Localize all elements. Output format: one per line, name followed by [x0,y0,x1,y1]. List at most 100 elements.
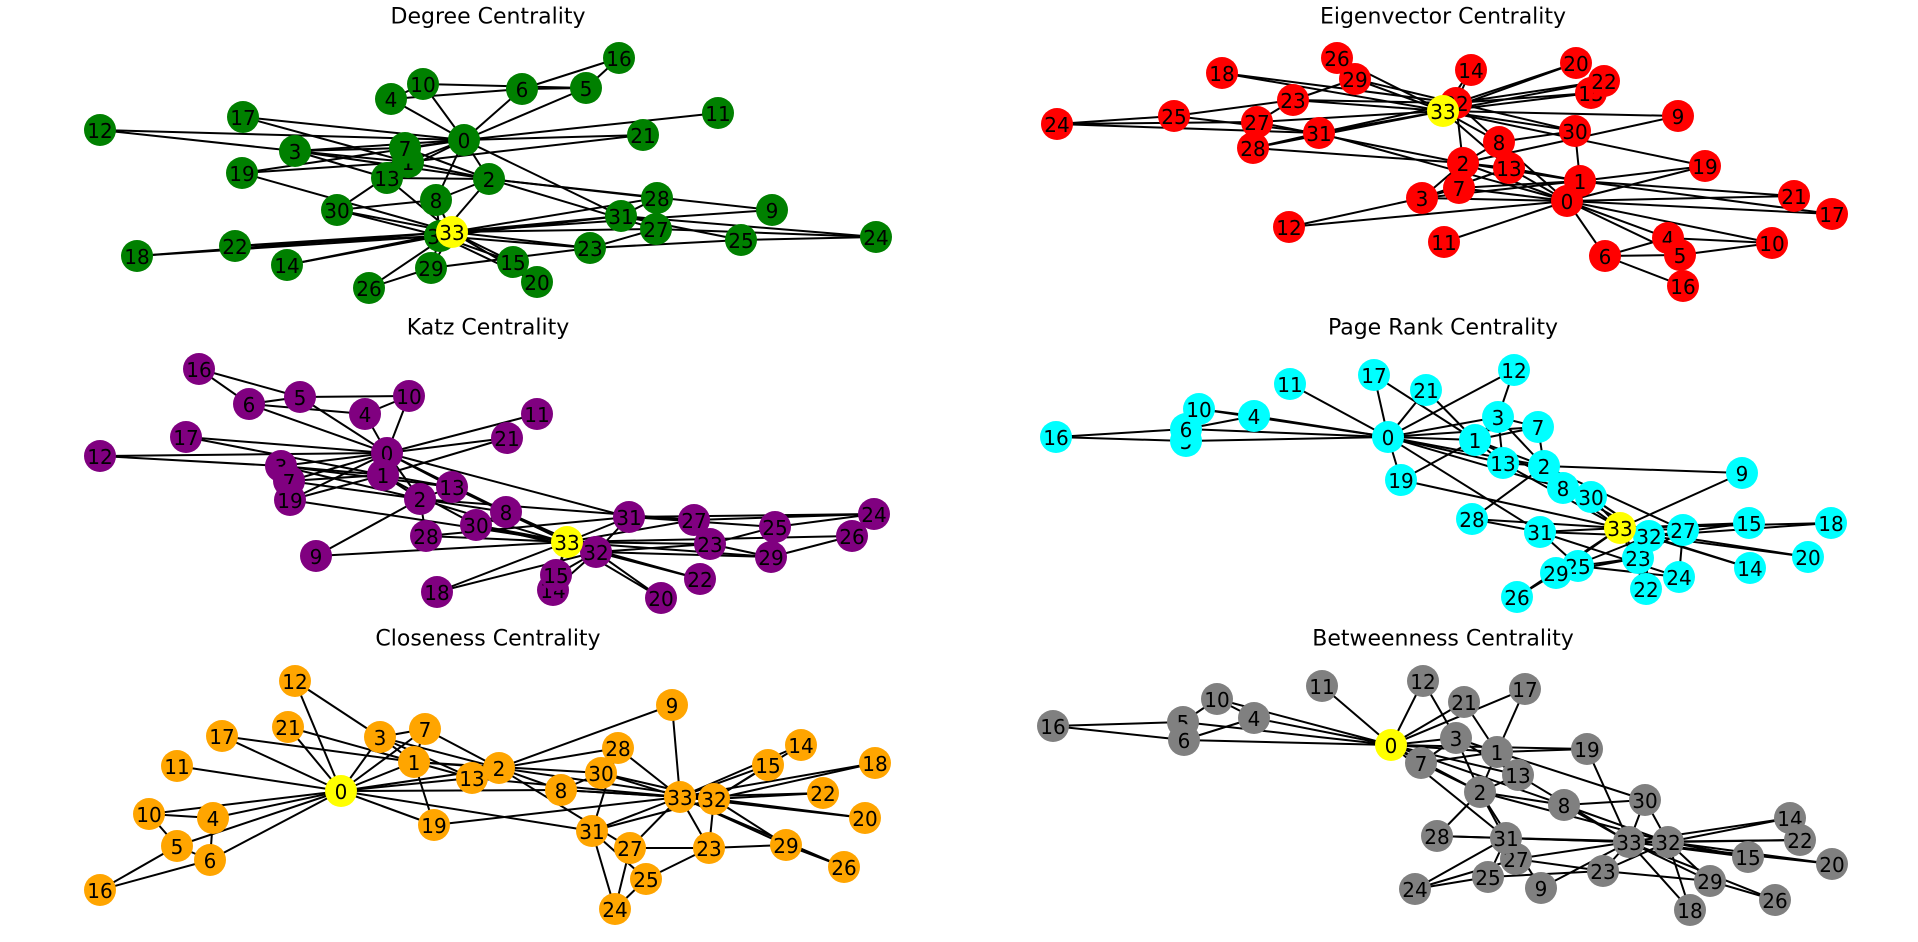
node-label-12: 12 [87,445,112,469]
node-label-8: 8 [1557,477,1570,501]
edge-6-16 [521,57,620,90]
node-28 [1421,820,1453,852]
node-31 [1524,516,1556,548]
node-2 [1528,450,1560,482]
node-label-18: 18 [1818,512,1843,536]
node-9 [300,540,332,572]
node-label-20: 20 [1819,853,1844,877]
node-30 [321,194,353,226]
node-label-13: 13 [439,476,464,500]
node-16 [603,42,635,74]
node-label-25: 25 [633,868,658,892]
node-28 [602,732,634,764]
node-label-17: 17 [209,725,234,749]
node-label-8: 8 [500,501,513,525]
network-panel-1: 0123456789101112131415161718192021222324… [1041,42,1848,302]
node-7 [1443,172,1475,204]
edge-24-25 [1577,565,1680,578]
node-label-15: 15 [755,754,780,778]
edge-23-33 [451,231,591,249]
edge-18-32 [1221,72,1457,104]
node-22 [1588,65,1620,97]
node-13 [436,471,468,503]
node-label-27: 27 [1244,111,1269,135]
node-label-31: 31 [579,820,604,844]
node-label-7: 7 [419,718,432,742]
node-24 [599,893,631,925]
edge-1-21 [407,134,644,163]
node-9 [1525,872,1557,904]
edge-0-5 [299,396,388,454]
node-21 [491,422,523,454]
node-label-5: 5 [294,386,307,410]
edge-2-28 [498,747,619,769]
node-label-9: 9 [766,199,779,223]
edge-31-33 [1318,110,1444,134]
node-label-24: 24 [602,898,627,922]
node-label-11: 11 [1277,373,1302,397]
node-label-9: 9 [1535,877,1548,901]
edge-0-17 [242,116,465,141]
node-30 [460,509,492,541]
node-label-30: 30 [1632,789,1657,813]
edge-24-31 [628,513,875,518]
node-4 [375,83,407,115]
edge-0-19 [1566,165,1706,202]
node-23 [574,232,606,264]
node-label-30: 30 [1562,120,1587,144]
node-13 [371,162,403,194]
node-12 [84,114,116,146]
node-label-12: 12 [1501,359,1526,383]
node-21 [1778,180,1810,212]
node-label-25: 25 [762,516,787,540]
node-22 [219,230,251,262]
node-label-1: 1 [1574,170,1587,194]
node-label-13: 13 [1496,157,1521,181]
node-29 [755,541,787,573]
node-29 [770,829,802,861]
node-19 [1571,733,1603,765]
edge-19-33 [433,796,681,826]
node-9 [756,194,788,226]
edge-5-16 [1055,436,1187,442]
edge-0-3 [1387,416,1499,438]
node-15 [540,559,572,591]
edge-23-32 [1292,99,1457,104]
edge-18-33 [436,541,568,593]
node-label-14: 14 [1458,59,1483,83]
node-label-20: 20 [1563,52,1588,76]
node-4 [1238,702,1270,734]
edge-24-25 [740,236,877,241]
node-0 [1372,421,1404,453]
node-5 [1664,239,1696,271]
node-6 [1168,724,1200,756]
node-label-19: 19 [277,489,302,513]
node-label-7: 7 [1532,416,1545,440]
edge-1-21 [382,437,508,476]
node-label-17: 17 [1819,203,1844,227]
node-6 [506,73,538,105]
node-9 [656,689,688,721]
node-label-32: 32 [701,788,726,812]
node-27 [1241,106,1273,138]
node-label-23: 23 [697,533,722,557]
node-30 [1559,115,1591,147]
node-label-12: 12 [282,670,307,694]
node-13 [456,762,488,794]
edge-0-11 [1443,200,1568,243]
panel-title-degree: Degree Centrality [391,5,586,30]
node-label-19: 19 [1388,469,1413,493]
edge-0-4 [212,790,342,819]
edge-1-17 [221,735,415,763]
node-12 [84,440,116,472]
node-21 [1410,374,1442,406]
node-label-2: 2 [414,488,427,512]
edge-14-33 [679,744,802,798]
node-label-21: 21 [1781,185,1806,209]
node-31 [1490,822,1522,854]
node-18 [1815,507,1847,539]
node-16 [1037,710,1069,742]
network-panel-0: 0123456789101112131415161718192021222324… [84,42,892,304]
node-8 [545,774,577,806]
edge-25-31 [620,215,742,241]
